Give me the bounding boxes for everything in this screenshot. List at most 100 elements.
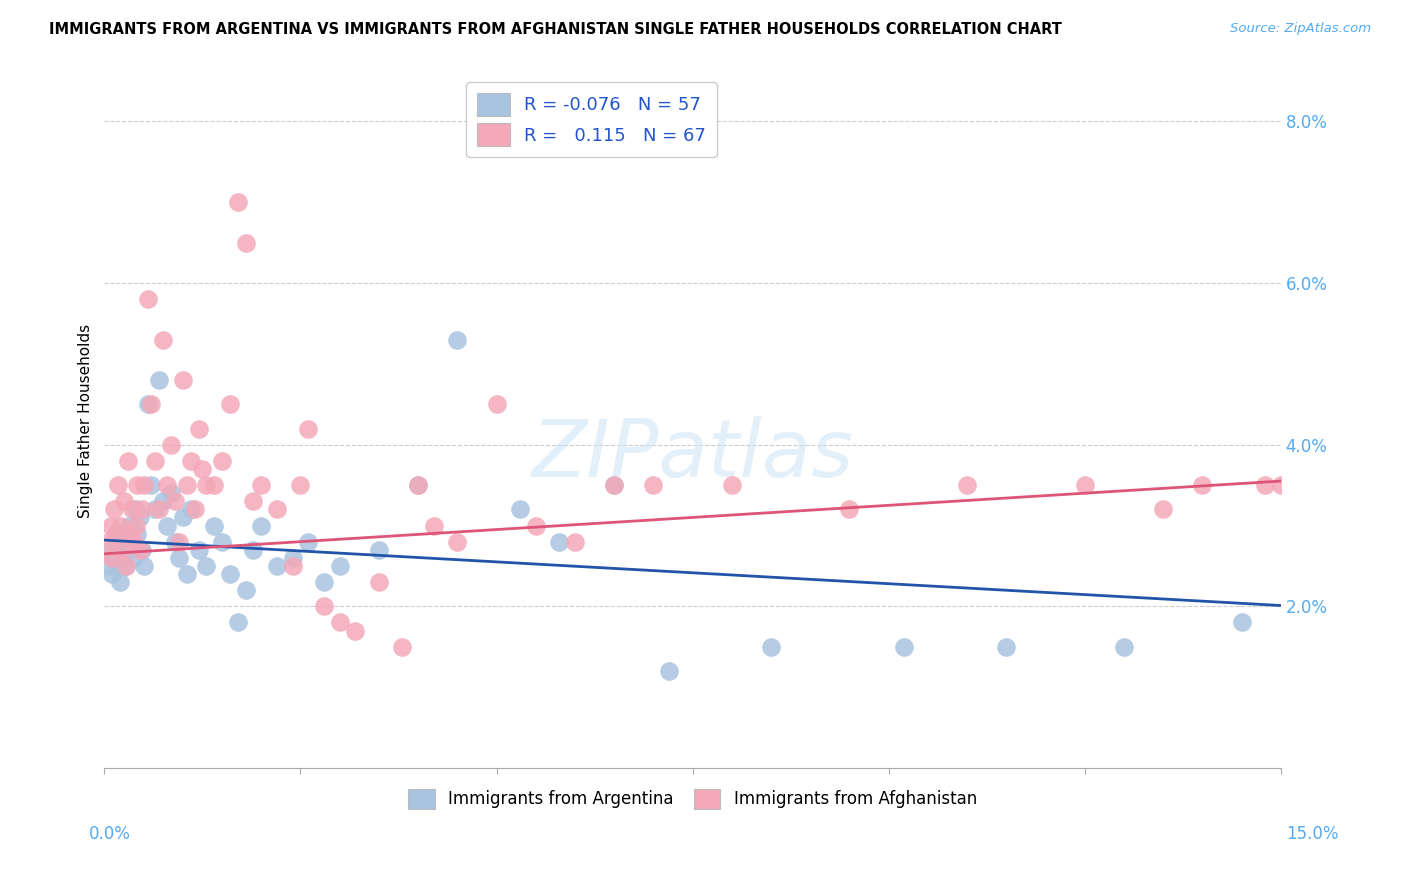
Point: [122, 550, 145, 565]
Point: [187, 542, 209, 557]
Point: [250, 518, 273, 533]
Point: [509, 502, 531, 516]
Point: [406, 478, 429, 492]
Point: [235, 583, 257, 598]
Point: [103, 550, 125, 565]
Point: [108, 518, 131, 533]
Point: [211, 454, 233, 468]
Point: [101, 550, 124, 565]
Point: [1112, 640, 1135, 654]
Point: [103, 502, 125, 516]
Text: Source: ZipAtlas.com: Source: ZipAtlas.com: [1230, 22, 1371, 36]
Legend: Immigrants from Argentina, Immigrants from Afghanistan: Immigrants from Argentina, Immigrants fr…: [402, 782, 984, 815]
Point: [1191, 478, 1213, 492]
Point: [281, 550, 304, 565]
Point: [115, 558, 138, 573]
Point: [125, 518, 148, 533]
Point: [122, 534, 145, 549]
Point: [176, 567, 198, 582]
Point: [485, 397, 508, 411]
Point: [893, 640, 915, 654]
Point: [143, 502, 166, 516]
Point: [143, 454, 166, 468]
Point: [226, 195, 249, 210]
Text: ZIPatlas: ZIPatlas: [531, 417, 853, 494]
Point: [167, 534, 190, 549]
Point: [423, 518, 446, 533]
Point: [128, 510, 150, 524]
Point: [118, 518, 141, 533]
Point: [121, 534, 143, 549]
Point: [344, 624, 367, 638]
Point: [242, 542, 264, 557]
Point: [128, 542, 150, 557]
Point: [112, 534, 135, 549]
Point: [290, 478, 312, 492]
Point: [1152, 502, 1174, 516]
Point: [117, 542, 139, 557]
Point: [115, 558, 138, 573]
Point: [391, 640, 413, 654]
Point: [131, 502, 153, 516]
Point: [187, 421, 209, 435]
Point: [1074, 478, 1097, 492]
Point: [132, 558, 155, 573]
Text: IMMIGRANTS FROM ARGENTINA VS IMMIGRANTS FROM AFGHANISTAN SINGLE FATHER HOUSEHOLD: IMMIGRANTS FROM ARGENTINA VS IMMIGRANTS …: [49, 22, 1062, 37]
Point: [172, 373, 194, 387]
Point: [281, 558, 304, 573]
Point: [118, 526, 141, 541]
Point: [141, 478, 163, 492]
Point: [125, 502, 148, 516]
Text: 0.0%: 0.0%: [89, 825, 131, 843]
Point: [136, 397, 159, 411]
Point: [183, 502, 205, 516]
Point: [297, 421, 319, 435]
Point: [180, 454, 202, 468]
Point: [564, 534, 586, 549]
Y-axis label: Single Father Households: Single Father Households: [79, 324, 93, 517]
Point: [312, 599, 335, 614]
Point: [218, 567, 240, 582]
Point: [266, 558, 288, 573]
Point: [172, 510, 194, 524]
Point: [329, 615, 352, 630]
Point: [111, 550, 134, 565]
Point: [131, 542, 153, 557]
Point: [1254, 478, 1277, 492]
Point: [136, 292, 159, 306]
Point: [643, 478, 665, 492]
Point: [105, 526, 128, 541]
Point: [148, 502, 170, 516]
Point: [1230, 615, 1253, 630]
Point: [956, 478, 979, 492]
Point: [112, 494, 135, 508]
Point: [548, 534, 571, 549]
Point: [195, 558, 218, 573]
Point: [367, 542, 389, 557]
Point: [141, 397, 163, 411]
Point: [160, 486, 183, 500]
Point: [329, 558, 352, 573]
Point: [759, 640, 782, 654]
Point: [242, 494, 264, 508]
Point: [297, 534, 319, 549]
Point: [127, 478, 149, 492]
Point: [195, 478, 218, 492]
Point: [218, 397, 240, 411]
Point: [1270, 478, 1292, 492]
Point: [838, 502, 860, 516]
Point: [226, 615, 249, 630]
Point: [100, 542, 122, 557]
Text: 15.0%: 15.0%: [1286, 825, 1339, 843]
Point: [603, 478, 626, 492]
Point: [266, 502, 288, 516]
Point: [108, 575, 131, 590]
Point: [107, 558, 129, 573]
Point: [167, 550, 190, 565]
Point: [105, 526, 128, 541]
Point: [406, 478, 429, 492]
Point: [721, 478, 744, 492]
Point: [152, 333, 174, 347]
Point: [148, 373, 170, 387]
Point: [97, 558, 120, 573]
